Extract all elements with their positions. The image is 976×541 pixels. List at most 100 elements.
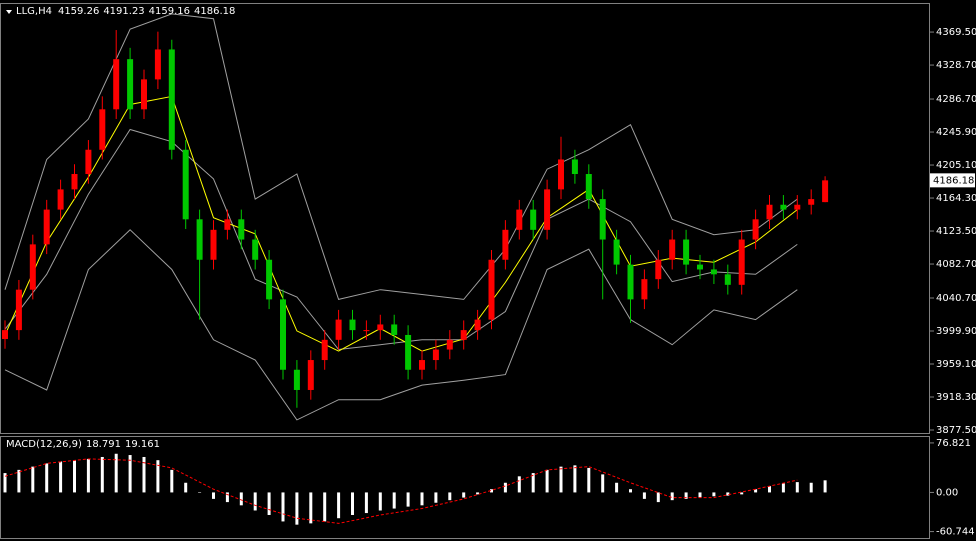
last-price-label: 4186.18 [933,175,974,186]
candle-body [599,199,606,240]
macd-bar [573,465,577,493]
macd-bar [239,492,243,506]
overlay-line [4,229,798,421]
macd-bar [629,489,632,493]
macd-bar [434,492,438,503]
candle-body [544,189,551,230]
macd-bar [670,492,674,501]
candle-body [474,319,481,331]
signal-line [4,458,798,524]
macd-bar [601,474,605,493]
macd-bar [142,456,146,493]
candle-body [321,339,328,361]
y-tick-label: 4040.70 [936,293,976,304]
candle-body [641,279,648,300]
symbol: LLG,H4 [16,6,52,17]
y-tick-label: 3877.50 [936,425,976,436]
candle-body [252,239,259,260]
y-tick-label: 76.821 [936,438,971,449]
overlay-line [4,13,798,300]
macd-bar [740,492,744,495]
macd-bar [378,492,382,511]
macd-bar [45,463,49,493]
candle-body [460,330,467,340]
candle-body [780,204,787,210]
macd-bar [17,469,21,493]
candle-body [697,264,703,270]
menu-arrow[interactable] [6,10,12,14]
candle-body [419,360,425,370]
candle-body [808,199,815,205]
candle-body [168,49,175,150]
candle-body [405,334,412,370]
candle-body [182,149,189,220]
y-tick-label: 4164.30 [936,193,976,204]
macd-bar [809,482,813,493]
y-tick-label: 3959.10 [936,359,976,370]
candle-body [113,59,120,110]
candle-body [613,239,620,265]
macd-bar [3,473,7,493]
macd-panel-frame [0,436,930,539]
macd-bar [476,492,480,495]
last-low: 4159.16 [149,6,190,17]
macd-bar [73,460,76,493]
candle-body [71,174,78,190]
last-open: 4159.26 [58,6,99,17]
macd-value: 18.791 [86,439,121,450]
candle-body [43,209,50,245]
macd-bar [406,492,410,507]
last-price-box [930,173,975,188]
macd-bar [364,492,368,514]
candle-body [127,59,134,110]
candle-body [822,180,829,203]
candle-body [293,369,300,390]
candle-body [307,360,314,390]
candle-body [266,259,273,300]
macd-bar [684,492,688,499]
macd-bar [392,492,396,509]
macd-bar [86,458,90,493]
overlay-line [4,95,798,352]
macd-bar [698,492,702,498]
macd-bar [490,489,493,493]
macd-bar [795,482,799,493]
macd-bar [656,492,660,503]
y-tick-label: 3999.90 [936,326,976,337]
candle-body [2,330,8,340]
macd-bar [31,466,35,493]
candle-body [766,204,773,220]
candle-body [683,239,690,265]
y-tick-label: 0.00 [936,487,958,498]
candle-body [29,244,36,290]
macd-bar [545,469,549,493]
price-header: LLG,H4 4159.26 4191.23 4159.16 4186.18 [16,6,235,17]
macd-title: MACD(12,26,9) [6,439,82,450]
candle-body [627,264,634,300]
macd-bar [337,492,341,519]
macd-header: MACD(12,26,9) 18.791 19.161 [6,439,160,450]
macd-bar [100,456,104,493]
price-panel-frame [0,3,930,434]
y-tick-label: 4328.70 [936,60,976,71]
candle-body [15,289,22,331]
macd-bar [726,492,730,496]
signal-value: 19.161 [125,439,160,450]
macd-bar [587,467,591,493]
macd-bar [267,492,271,515]
macd-bar [559,466,563,493]
y-tick-label: 4123.50 [936,226,976,237]
candle-body [154,49,161,80]
y-tick-label: -60.744 [936,527,975,538]
macd-bar [531,473,535,493]
candle-body [558,159,564,190]
candle-body [224,219,231,230]
candle-body [238,219,245,240]
macd-bar [128,455,132,493]
candle-body [363,330,370,332]
macd-bar [503,482,507,493]
candle-body [335,319,342,340]
candle-body [141,79,147,110]
macd-bar [184,482,188,493]
